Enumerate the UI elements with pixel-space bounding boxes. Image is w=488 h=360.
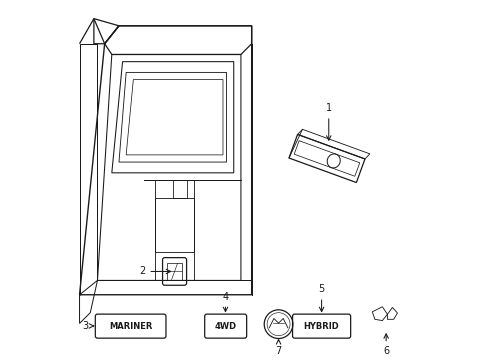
- Text: 4WD: 4WD: [214, 321, 236, 330]
- Text: 1: 1: [325, 103, 331, 140]
- Text: MARINER: MARINER: [109, 321, 152, 330]
- Text: 6: 6: [382, 334, 388, 356]
- Text: 5: 5: [318, 284, 324, 312]
- Text: 7: 7: [275, 340, 281, 356]
- Text: HYBRID: HYBRID: [303, 321, 339, 330]
- Text: 3: 3: [81, 321, 94, 331]
- Text: 2: 2: [139, 266, 170, 276]
- Text: 4: 4: [222, 292, 228, 312]
